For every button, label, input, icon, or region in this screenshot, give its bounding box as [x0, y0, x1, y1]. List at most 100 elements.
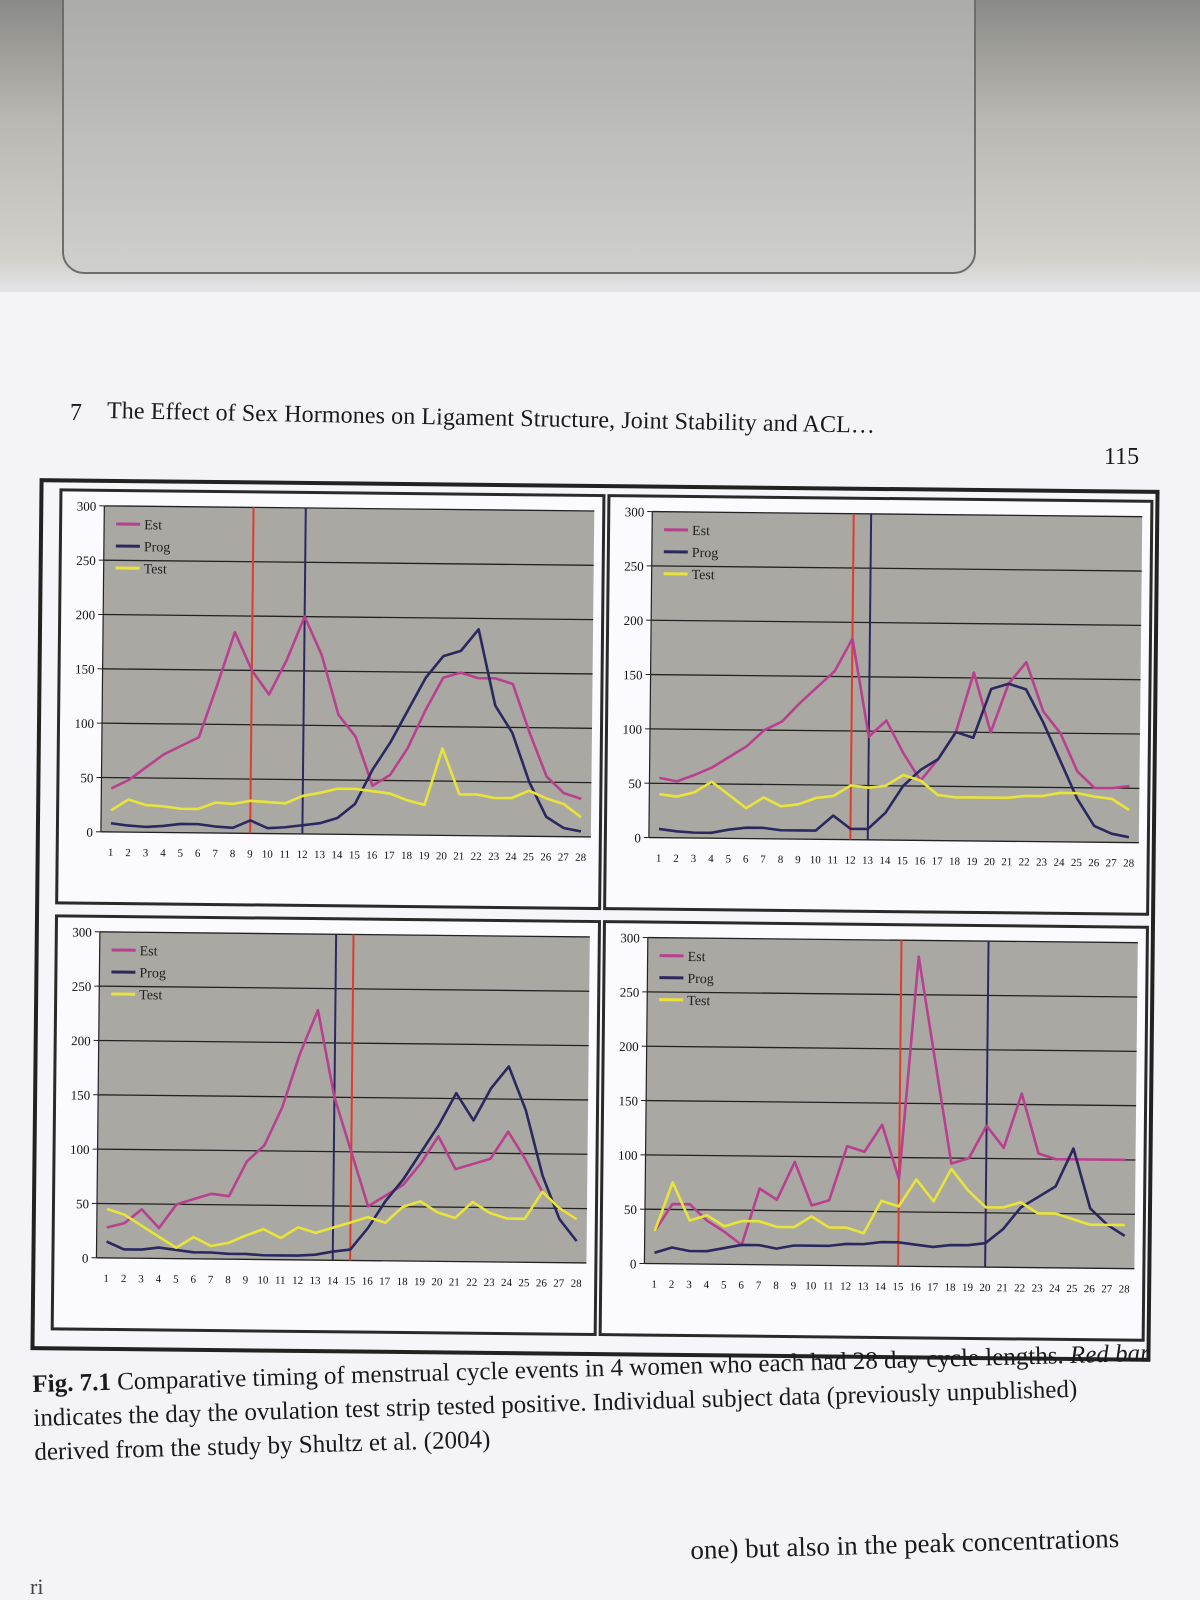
y-tick-label: 250 [624, 559, 644, 574]
x-tick-label: 22 [1014, 1282, 1025, 1294]
x-tick-label: 12 [297, 849, 308, 861]
y-tick-label: 100 [622, 722, 642, 737]
legend-label-test: Test [687, 994, 710, 1009]
x-tick-label: 26 [540, 851, 552, 863]
x-tick-label: 6 [195, 848, 201, 860]
x-tick-label: 23 [1032, 1283, 1044, 1295]
x-tick-label: 27 [553, 1278, 565, 1290]
x-tick-label: 12 [840, 1281, 851, 1293]
y-tick-label: 50 [628, 776, 641, 791]
x-tick-label: 2 [669, 1279, 675, 1291]
y-tick-label: 100 [618, 1148, 638, 1163]
x-tick-label: 23 [488, 851, 500, 863]
gridline [646, 1099, 1137, 1107]
laptop-lid [62, 0, 976, 274]
y-tick-label: 150 [619, 1093, 639, 1108]
x-tick-label: 24 [1053, 857, 1065, 869]
gridline [102, 668, 593, 675]
series-line-est [106, 1008, 578, 1230]
x-tick-label: 27 [1106, 857, 1118, 869]
x-tick-label: 1 [108, 847, 114, 859]
x-tick-label: 24 [501, 1277, 513, 1289]
x-tick-label: 21 [997, 1282, 1008, 1294]
x-tick-label: 14 [327, 1275, 339, 1287]
x-tick-label: 7 [212, 848, 218, 860]
gridline [644, 1262, 1135, 1270]
x-tick-label: 27 [558, 852, 570, 864]
y-tick-label: 150 [71, 1088, 91, 1103]
x-tick-label: 25 [518, 1277, 530, 1289]
x-tick-label: 6 [743, 854, 749, 866]
x-tick-label: 13 [857, 1281, 869, 1293]
x-tick-label: 14 [879, 855, 891, 867]
x-tick-label: 9 [247, 848, 253, 860]
red-bar-marker [897, 940, 903, 1267]
x-tick-label: 24 [505, 851, 517, 863]
x-tick-label: 16 [362, 1276, 374, 1288]
x-tick-label: 4 [156, 1273, 162, 1285]
x-tick-label: 10 [262, 849, 274, 861]
x-tick-label: 2 [121, 1273, 127, 1285]
x-tick-label: 22 [1019, 856, 1030, 868]
y-tick-label: 150 [623, 667, 643, 682]
x-tick-label: 17 [932, 856, 944, 868]
x-tick-label: 25 [1066, 1283, 1078, 1295]
x-tick-label: 7 [208, 1274, 214, 1286]
y-tick-label: 300 [625, 504, 645, 519]
gridline [98, 1039, 589, 1047]
y-axis [643, 937, 649, 1264]
x-tick-label: 24 [1049, 1283, 1061, 1295]
x-tick-label: 26 [536, 1277, 548, 1289]
x-tick-label: 20 [984, 856, 996, 868]
x-tick-label: 10 [257, 1274, 269, 1286]
x-tick-label: 23 [1036, 857, 1048, 869]
x-tick-label: 5 [725, 853, 731, 865]
x-tick-label: 5 [173, 1274, 179, 1286]
chart-panel-2: 0 50 100 150 200 250 300 1 2 3 4 5 6 7 8 9 10 11 12 13 14 15 1… [603, 494, 1154, 916]
y-tick-label: 0 [82, 1251, 89, 1266]
x-tick-label: 18 [949, 856, 961, 868]
x-tick-label: 6 [190, 1274, 196, 1286]
x-tick-label: 11 [827, 854, 838, 866]
x-tick-label: 5 [177, 848, 183, 860]
x-tick-label: 28 [575, 852, 587, 864]
legend-label-test: Test [144, 562, 167, 577]
x-tick-label: 20 [436, 850, 448, 862]
legend-label-est: Est [688, 950, 706, 965]
x-tick-label: 1 [651, 1279, 657, 1291]
series-line-test [106, 1190, 578, 1250]
x-tick-label: 6 [738, 1280, 744, 1292]
x-tick-label: 25 [1071, 857, 1083, 869]
page-number: 115 [1104, 444, 1140, 470]
x-tick-label: 21 [449, 1276, 460, 1288]
x-tick-label: 1 [103, 1273, 109, 1285]
gridline [651, 619, 1142, 627]
y-tick-label: 100 [70, 1142, 90, 1157]
x-tick-label: 17 [927, 1281, 939, 1293]
y-tick-label: 150 [75, 662, 95, 677]
y-tick-label: 0 [630, 1256, 637, 1271]
x-tick-label: 18 [401, 850, 413, 862]
y-tick-label: 200 [71, 1033, 91, 1048]
x-tick-label: 11 [279, 849, 290, 861]
x-tick-label: 19 [966, 856, 978, 868]
x-tick-label: 3 [691, 853, 697, 865]
legend-label-prog: Prog [139, 966, 166, 981]
blue-bar-marker [301, 507, 307, 834]
figure-7-1: 0 50 100 150 200 250 300 1 2 3 4 5 6 7 8 9 10 11 12 13 14 15 1… [30, 478, 1160, 1362]
x-tick-label: 2 [125, 847, 131, 859]
y-tick-label: 300 [72, 925, 92, 940]
x-tick-label: 13 [310, 1275, 322, 1287]
x-tick-label: 16 [910, 1281, 922, 1293]
x-tick-label: 15 [349, 849, 361, 861]
x-tick-label: 28 [571, 1278, 583, 1290]
y-tick-label: 0 [86, 825, 93, 840]
x-tick-label: 13 [314, 849, 326, 861]
gridline [646, 1045, 1137, 1052]
x-tick-label: 4 [708, 853, 714, 865]
series-line-est [659, 637, 1130, 790]
x-tick-label: 21 [453, 851, 464, 863]
x-tick-label: 19 [418, 850, 430, 862]
